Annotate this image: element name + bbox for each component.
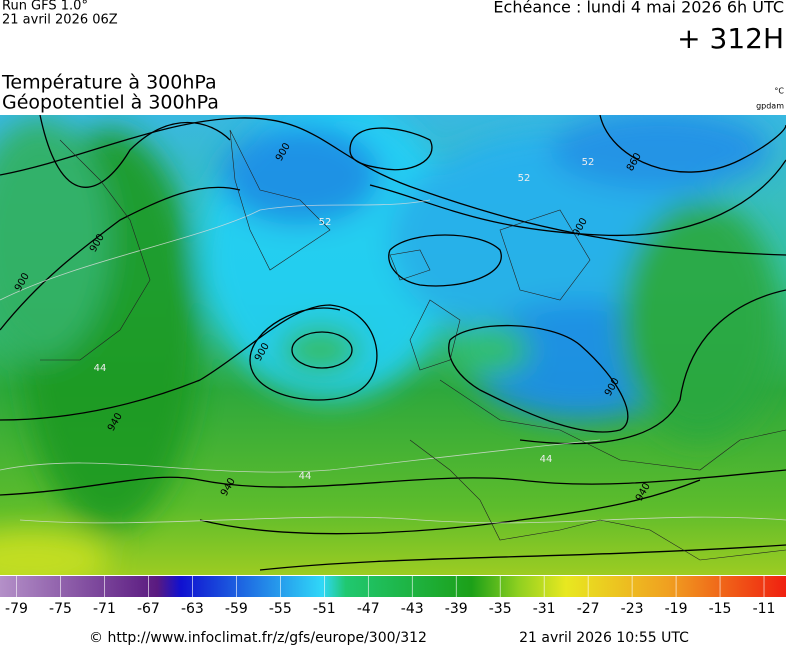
- unit-geopotential: gpdam: [756, 102, 784, 111]
- map: [0, 115, 786, 575]
- temperature-label: 44: [94, 363, 107, 374]
- scale-tick-label: -19: [665, 601, 688, 617]
- temperature-label: 44: [299, 471, 312, 482]
- run-date: 21 avril 2026 06Z: [2, 13, 118, 28]
- scale-tick-label: -11: [753, 601, 776, 617]
- footer-url: © http://www.infoclimat.fr/z/gfs/europe/…: [89, 630, 427, 646]
- scale-tick-label: -55: [269, 601, 292, 617]
- scale-tick-label: -71: [93, 601, 116, 617]
- scale-tick-label: -51: [313, 601, 336, 617]
- scale-tick-label: -59: [225, 601, 248, 617]
- scale-tick-label: -35: [489, 601, 512, 617]
- scale-tick-label: -79: [5, 601, 28, 617]
- temperature-label: 52: [518, 173, 531, 184]
- scale-tick-label: -31: [533, 601, 556, 617]
- scale-tick-label: -15: [709, 601, 732, 617]
- run-label: Run GFS 1.0°: [2, 0, 88, 14]
- lead-time: + 312H: [677, 22, 784, 55]
- scale-tick-label: -23: [621, 601, 644, 617]
- footer-date: 21 avril 2026 10:55 UTC: [519, 630, 689, 646]
- color-scale: [0, 576, 786, 597]
- scale-tick-label: -43: [401, 601, 424, 617]
- scale-tick-label: -67: [137, 601, 160, 617]
- scale-tick-label: -63: [181, 601, 204, 617]
- temperature-label: 52: [319, 217, 332, 228]
- scale-tick-label: -39: [445, 601, 468, 617]
- scale-tick-label: -47: [357, 601, 380, 617]
- valid-time: Echéance : lundi 4 mai 2026 6h UTC: [493, 0, 784, 17]
- temperature-label: 44: [540, 454, 553, 465]
- title-geopotential: Géopotentiel à 300hPa: [2, 92, 219, 114]
- scale-tick-label: -75: [49, 601, 72, 617]
- title-temperature: Température à 300hPa: [1, 72, 217, 94]
- temperature-label: 52: [582, 157, 595, 168]
- scale-tick-label: -27: [577, 601, 600, 617]
- unit-temperature: °C: [774, 87, 784, 96]
